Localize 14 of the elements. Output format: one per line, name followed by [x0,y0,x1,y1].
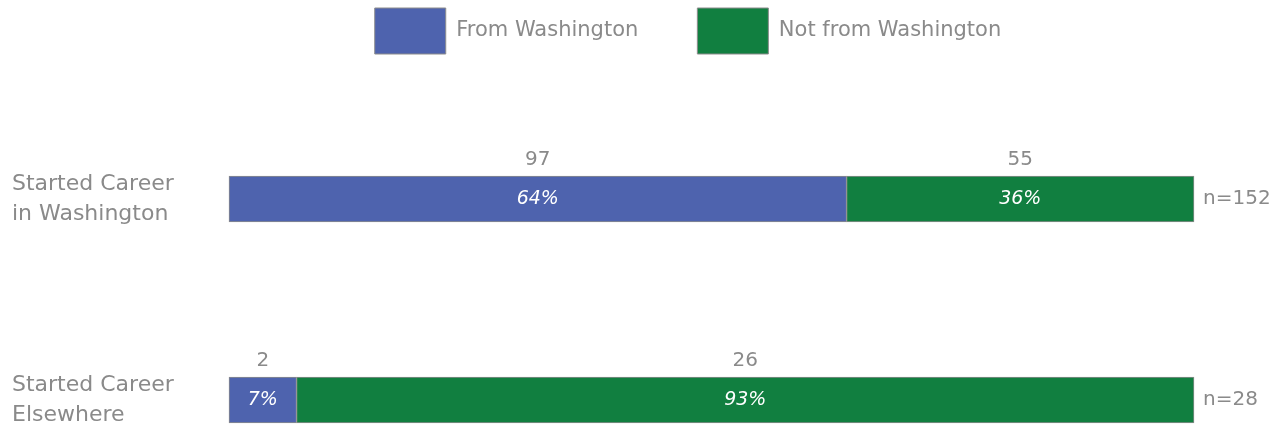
annotation: n=28 [1203,386,1258,411]
annotation: 97 [525,146,551,170]
y-tick-label: Started Career in Washington [12,169,175,225]
legend-label: Not from Washington [778,17,1002,42]
annotation: 55 [1007,146,1034,170]
annotation: n=152 [1203,185,1271,210]
annotation: 2 [256,347,270,371]
data-label: 36% [999,185,1042,208]
data-label: 7% [247,386,278,409]
annotation: 26 [732,347,758,371]
data-label: 64% [516,185,559,208]
data-label: 93% [724,386,767,409]
legend-label: From Washington [456,17,639,42]
y-tick-label: Started Career Elsewhere [12,370,175,426]
